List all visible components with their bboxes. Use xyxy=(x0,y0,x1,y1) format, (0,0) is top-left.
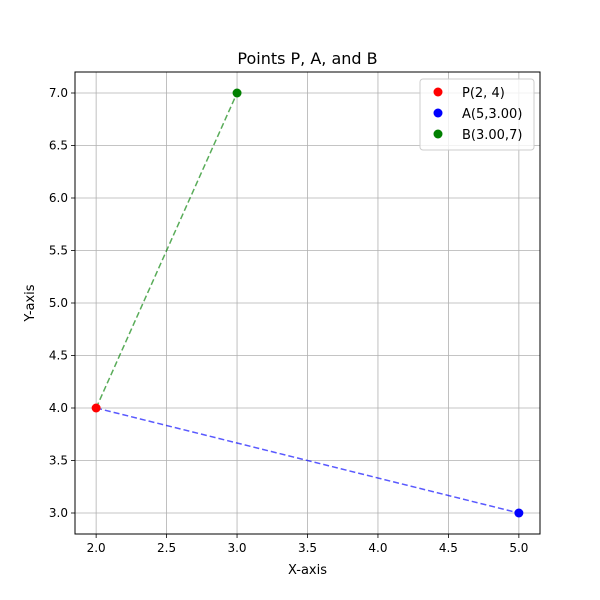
x-tick-label: 3.5 xyxy=(298,541,317,555)
y-tick-label: 5.0 xyxy=(49,296,68,310)
y-tick-label: 6.0 xyxy=(49,191,68,205)
legend-box xyxy=(419,78,535,151)
x-tick-label: 5.0 xyxy=(509,541,528,555)
legend-items: P(2, 4) A(5,3.00) B(3.00,7) xyxy=(433,86,522,143)
data-point-a xyxy=(514,508,524,518)
legend-label: B(3.00,7) xyxy=(462,128,522,143)
y-tick-label: 4.0 xyxy=(49,401,68,415)
y-tick-label: 3.5 xyxy=(49,454,68,468)
data-point-b xyxy=(232,88,242,98)
y-tick-label: 7.0 xyxy=(49,86,68,100)
dashed-segment-1 xyxy=(95,407,520,514)
legend-label: P(2, 4) xyxy=(462,86,505,101)
x-tick-label: 4.0 xyxy=(368,541,387,555)
chart-title: Points P, A, and B xyxy=(237,49,377,68)
axis-ticks: 2.0 2.5 3.0 3.5 4.0 4.5 5.0 3.0 3.5 4.0 4.5 5.0 5.5 6… xyxy=(49,86,529,555)
y-tick-label: 6.5 xyxy=(49,139,68,153)
data-points xyxy=(91,88,524,518)
legend: P(2, 4) A(5,3.00) B(3.00,7) xyxy=(419,78,535,151)
legend-marker xyxy=(433,108,443,118)
data-point-p xyxy=(91,403,101,413)
y-axis-label: Y-axis xyxy=(23,284,38,322)
y-tick-label: 3.0 xyxy=(49,506,68,520)
x-tick-label: 2.5 xyxy=(157,541,176,555)
y-tick-label: 5.5 xyxy=(49,244,68,258)
y-tick-label: 4.5 xyxy=(49,349,68,363)
dashed-segment-2 xyxy=(95,92,238,409)
x-tick-label: 2.0 xyxy=(87,541,106,555)
x-tick-label: 3.0 xyxy=(227,541,246,555)
legend-marker xyxy=(433,129,443,139)
legend-label: A(5,3.00) xyxy=(462,107,522,122)
x-axis-label: X-axis xyxy=(288,563,327,578)
legend-marker xyxy=(433,87,443,97)
connecting-lines xyxy=(95,92,520,514)
x-tick-label: 4.5 xyxy=(439,541,458,555)
